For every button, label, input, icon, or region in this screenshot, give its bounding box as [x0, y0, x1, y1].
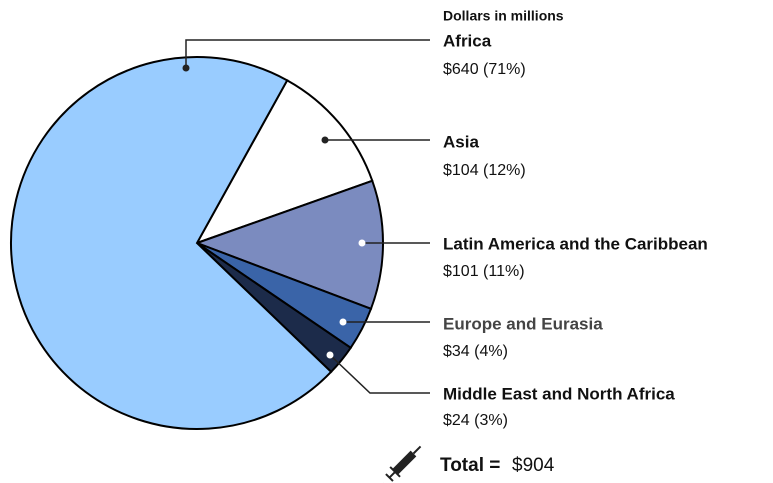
leader-dot: [326, 351, 334, 359]
pie-slice: [194, 78, 374, 245]
total-value: $904: [512, 455, 555, 476]
slice-value-label: $104 (12%): [443, 162, 526, 179]
slice-label: Latin America and the Caribbean: [443, 234, 708, 253]
chart-subtitle: Dollars in millions: [443, 8, 564, 24]
leader-line: [185, 39, 430, 68]
syringe-icon: [380, 445, 422, 483]
leader-line: [329, 354, 430, 394]
pie-slice: [194, 179, 384, 311]
slice-label: Asia: [443, 132, 479, 151]
slice-value-label: $24 (3%): [443, 412, 508, 429]
slice-value-label: $640 (71%): [443, 61, 526, 78]
leader-dot: [358, 239, 366, 247]
total-label: Total =: [440, 455, 500, 476]
slice-label: Middle East and North Africa: [443, 384, 675, 403]
slice-value-label: $101 (11%): [443, 263, 525, 280]
leader-dot: [339, 318, 347, 326]
leader-dot: [321, 136, 329, 144]
slice-label: Africa: [443, 31, 492, 50]
slice-label: Europe and Eurasia: [443, 314, 603, 333]
pie-slice: [10, 56, 333, 430]
leader-dot: [182, 64, 190, 72]
slice-value-label: $34 (4%): [443, 343, 508, 360]
